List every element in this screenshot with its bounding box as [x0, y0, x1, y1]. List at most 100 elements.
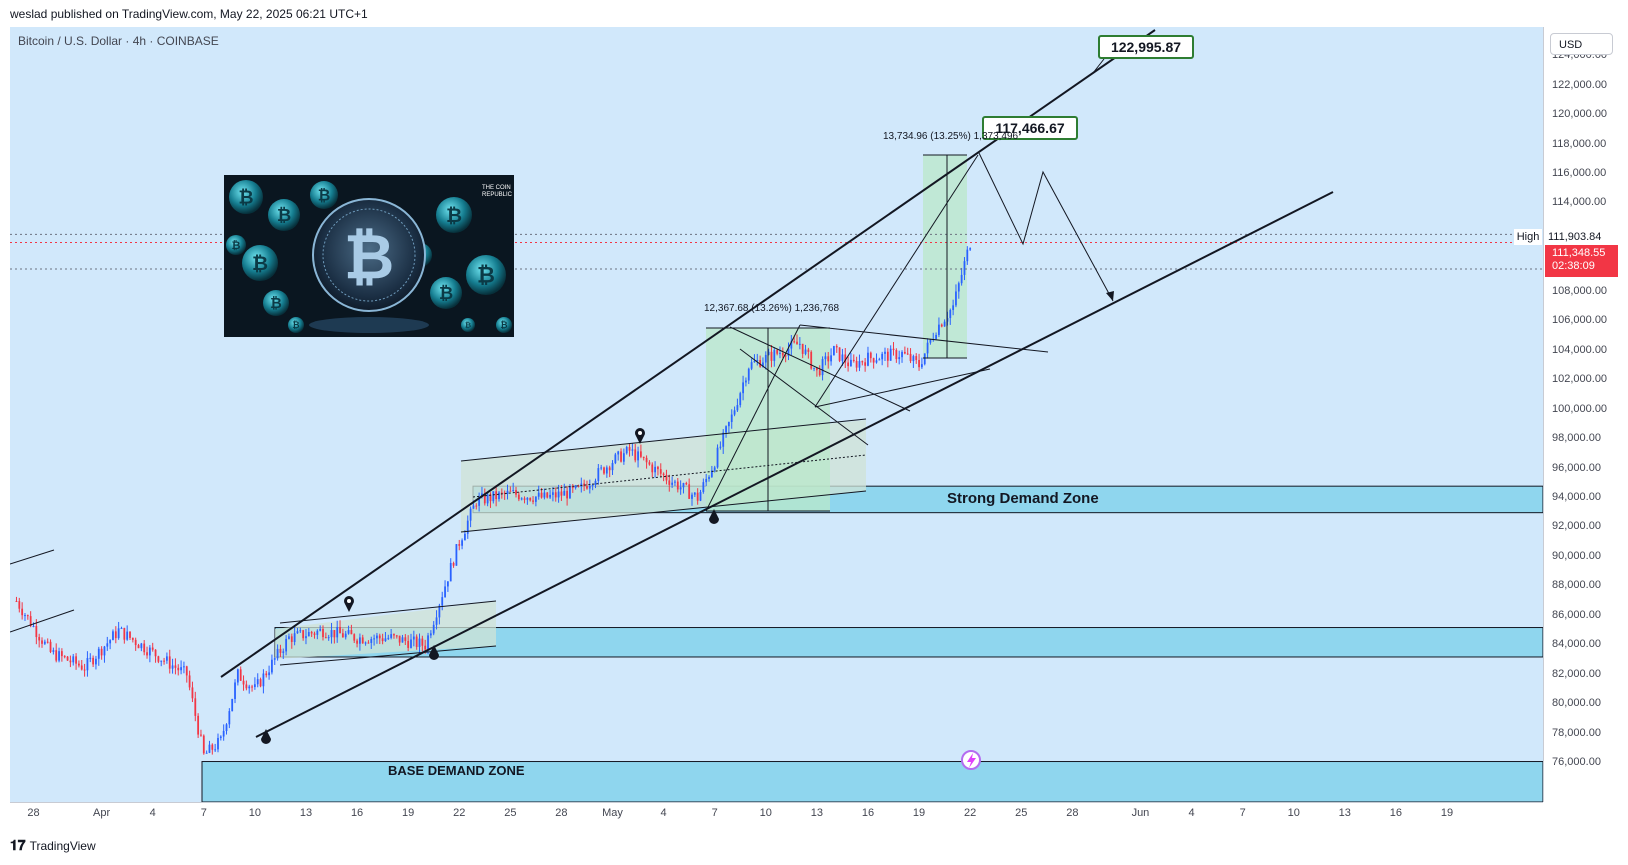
- small-channel-top: [279, 600, 497, 624]
- bitcoin-symbol-icon: ₿: [446, 205, 462, 227]
- time-tick-label: 13: [810, 807, 823, 819]
- candle: [166, 652, 168, 664]
- candle-body: [177, 667, 180, 671]
- candle-body: [762, 362, 764, 367]
- candle: [63, 655, 66, 659]
- candle-body: [824, 356, 827, 360]
- candle: [586, 480, 588, 490]
- candle-body: [810, 351, 813, 369]
- price-tick-label: 104,000.00: [1552, 343, 1608, 356]
- currency-selector[interactable]: USD: [1550, 33, 1613, 55]
- candle-body: [543, 492, 546, 498]
- price-axis[interactable]: 124,000.00 122,000.00 120,000.00 118,000.00…: [1543, 27, 1628, 802]
- candle: [95, 655, 97, 670]
- candle-body: [787, 348, 790, 356]
- candle: [217, 733, 219, 753]
- candle: [478, 492, 481, 512]
- candle: [614, 452, 617, 465]
- candle-body: [46, 641, 49, 643]
- chart-plot-area[interactable]: Bitcoin / U.S. Dollar · 4h · COINBASE ₿ ₿…: [10, 27, 1543, 802]
- candle-body: [801, 343, 804, 354]
- candle-body: [872, 358, 875, 363]
- target-price-callout-2[interactable]: 117,466.67: [982, 116, 1078, 140]
- candle: [759, 355, 762, 368]
- candle: [679, 480, 682, 495]
- candle-body: [319, 628, 322, 631]
- candle-body: [557, 491, 560, 498]
- candle: [955, 284, 957, 308]
- candle: [418, 633, 421, 654]
- candle-body: [356, 640, 358, 644]
- candle: [333, 630, 336, 644]
- candle: [313, 631, 316, 639]
- candle: [92, 655, 95, 668]
- candle-body: [282, 651, 285, 653]
- tradingview-logo-icon: 𝟏𝟕: [10, 837, 26, 853]
- candle-body: [86, 658, 89, 671]
- candle-body: [940, 324, 943, 327]
- drop-marker-3: [709, 509, 719, 524]
- candle-body: [875, 360, 878, 363]
- candle: [26, 614, 29, 620]
- candle: [813, 367, 815, 372]
- bitcoin-balloon-icon: [288, 317, 304, 333]
- candle: [32, 622, 35, 628]
- candle-body: [906, 353, 909, 355]
- candle: [739, 391, 742, 408]
- candle-body: [55, 650, 58, 661]
- candle: [262, 669, 265, 694]
- candle: [486, 491, 489, 507]
- bitcoin-balloon-icon: [461, 318, 475, 332]
- publish-header: weslad published on TradingView.com, May…: [0, 0, 1628, 26]
- bar-countdown: 02:38:09: [1552, 260, 1595, 272]
- candle: [503, 490, 506, 500]
- target-price-callout-1[interactable]: 122,995.87: [1098, 35, 1194, 59]
- candle-body: [143, 643, 146, 653]
- candle-body: [665, 474, 668, 481]
- candle: [211, 743, 214, 755]
- candle: [727, 421, 730, 433]
- time-tick-label: 25: [504, 807, 517, 819]
- candle-body: [330, 630, 333, 638]
- candle: [676, 478, 679, 493]
- candle: [100, 646, 103, 660]
- candle: [157, 655, 160, 664]
- candle-body: [552, 492, 554, 495]
- candle-body: [461, 540, 463, 546]
- candle: [659, 463, 662, 477]
- candle-body: [591, 484, 594, 486]
- candle-body: [796, 341, 798, 345]
- candle: [838, 347, 841, 363]
- candle: [830, 348, 832, 366]
- candle-body: [478, 496, 481, 506]
- candle-body: [912, 356, 915, 362]
- candle-body: [49, 641, 52, 652]
- candle-body: [569, 486, 571, 499]
- candle-body: [52, 650, 55, 652]
- drop-marker: [709, 509, 719, 524]
- time-tick-label: 10: [759, 807, 772, 819]
- candle-body: [211, 744, 214, 750]
- candle-body: [560, 491, 563, 496]
- candle-body: [620, 451, 622, 462]
- price-tick-label: 88,000.00: [1552, 579, 1601, 592]
- channel-bottom: [460, 490, 867, 533]
- candle: [654, 461, 656, 478]
- candle: [781, 347, 784, 359]
- candle-body: [29, 616, 32, 627]
- candle: [779, 346, 781, 359]
- candle-body: [702, 482, 705, 492]
- candle: [24, 612, 26, 621]
- candle-body: [577, 485, 580, 487]
- candle-body: [705, 478, 708, 483]
- left-trend-line-2: [10, 609, 75, 633]
- candle-body: [727, 422, 730, 427]
- time-tick-label: 22: [964, 807, 977, 819]
- candle: [387, 634, 390, 641]
- time-axis[interactable]: 28 Apr 4 7 10 13 16 19 22 25 28 May 4 7 10 13 16 19 22 25 28…: [10, 802, 1543, 824]
- candle-body: [151, 647, 154, 650]
- candle: [943, 319, 946, 327]
- candle-body: [208, 744, 211, 753]
- candle: [151, 642, 154, 652]
- candle: [319, 625, 322, 632]
